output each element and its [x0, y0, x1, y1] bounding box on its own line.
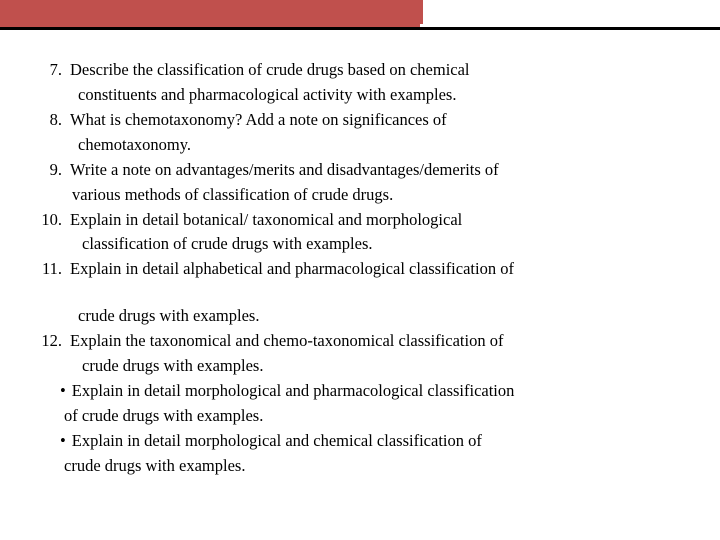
list-item: 9. Write a note on advantages/merits and…: [40, 158, 680, 182]
item-text-continuation: chemotaxonomy.: [40, 133, 680, 157]
list-item: 7. Describe the classification of crude …: [40, 58, 680, 82]
bullet-text-continuation: of crude drugs with examples.: [40, 404, 680, 428]
item-text-continuation: crude drugs with examples.: [40, 354, 680, 378]
item-text: Write a note on advantages/merits and di…: [70, 158, 680, 182]
item-number: 11.: [40, 257, 70, 281]
item-number: 9.: [40, 158, 70, 182]
item-number: 10.: [40, 208, 70, 232]
item-text: Explain the taxonomical and chemo-taxono…: [70, 329, 680, 353]
bullet-item: • Explain in detail morphological and ph…: [40, 379, 680, 403]
list-item: 8. What is chemotaxonomy? Add a note on …: [40, 108, 680, 132]
slide-body: 7. Describe the classification of crude …: [0, 30, 720, 499]
header-bar: [0, 0, 720, 30]
item-number: 8.: [40, 108, 70, 132]
item-text-continuation: crude drugs with examples.: [40, 304, 680, 328]
item-text: Describe the classification of crude dru…: [70, 58, 680, 82]
list-item: 12. Explain the taxonomical and chemo-ta…: [40, 329, 680, 353]
bullet-icon: •: [60, 379, 72, 403]
bullet-item: • Explain in detail morphological and ch…: [40, 429, 680, 453]
bullet-icon: •: [60, 429, 72, 453]
item-text-continuation: various methods of classification of cru…: [40, 183, 680, 207]
item-text-continuation: constituents and pharmacological activit…: [40, 83, 680, 107]
item-number: 7.: [40, 58, 70, 82]
item-text-continuation: classification of crude drugs with examp…: [40, 232, 680, 256]
list-item: 11. Explain in detail alphabetical and p…: [40, 257, 680, 281]
list-item: 10. Explain in detail botanical/ taxonom…: [40, 208, 680, 232]
bullet-text: Explain in detail morphological and chem…: [72, 429, 680, 453]
bullet-text: Explain in detail morphological and phar…: [72, 379, 680, 403]
item-text: Explain in detail alphabetical and pharm…: [70, 257, 680, 281]
bullet-text-continuation: crude drugs with examples.: [40, 454, 680, 478]
item-number: 12.: [40, 329, 70, 353]
item-text: What is chemotaxonomy? Add a note on sig…: [70, 108, 680, 132]
header-accent-left: [0, 0, 420, 30]
header-accent-right: [420, 0, 720, 30]
paragraph-gap: [40, 282, 680, 304]
item-text: Explain in detail botanical/ taxonomical…: [70, 208, 680, 232]
